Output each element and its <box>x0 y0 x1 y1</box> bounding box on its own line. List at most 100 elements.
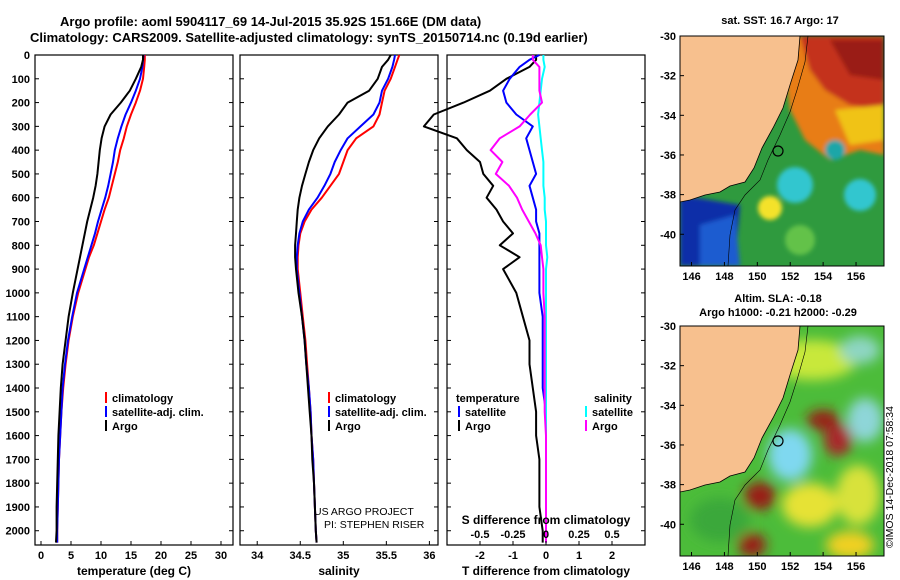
legend-swatch-argo <box>328 420 330 431</box>
sst-hottest-region <box>830 40 884 80</box>
sst-cool-eddy <box>844 179 876 211</box>
legend-swatch-s-argo <box>585 420 587 431</box>
x-tick-label: 34.5 <box>290 550 311 562</box>
depth-tick-label: 0 <box>24 50 30 62</box>
difference-xlabel: T difference from climatology <box>462 564 630 578</box>
lon-tick-label: 156 <box>847 271 865 283</box>
depth-tick-label: 1600 <box>6 431 30 443</box>
depth-tick-label: 400 <box>12 145 30 157</box>
sla-argo-marker <box>772 435 784 447</box>
sla-high-anomaly <box>738 533 766 556</box>
lat-tick-label: -30 <box>660 31 676 43</box>
sst-argo-marker <box>772 145 784 157</box>
legend-label-climatology: climatology <box>335 393 397 405</box>
lon-tick-label: 156 <box>847 561 865 573</box>
s-diff-tick-label: 0.25 <box>568 529 589 541</box>
legend-swatch-argo <box>105 420 107 431</box>
sst-cool-eddy <box>777 167 813 203</box>
x-tick-label: 34 <box>251 550 264 562</box>
legend-label-argo: Argo <box>112 421 138 433</box>
sla-anomaly <box>836 465 880 525</box>
depth-tick-label: 600 <box>12 193 30 205</box>
legend-swatch-climatology <box>105 392 107 403</box>
sst-cool-region <box>700 215 740 266</box>
sst-map <box>680 36 884 266</box>
legend-label-t-satellite: satellite <box>465 407 506 419</box>
lat-tick-label: -32 <box>660 361 676 373</box>
lat-tick-label: -40 <box>660 229 676 241</box>
legend-label-t-argo: Argo <box>465 421 491 433</box>
salinity-legend: climatology satellite-adj. clim. Argo <box>328 392 427 433</box>
lat-tick-label: -38 <box>660 480 676 492</box>
lat-tick-label: -34 <box>660 400 677 412</box>
lat-tick-label: -36 <box>660 440 676 452</box>
lat-tick-label: -38 <box>660 190 676 202</box>
x-tick-label: 10 <box>95 550 107 562</box>
legend-label-satellite: satellite-adj. clim. <box>112 407 204 419</box>
sla-high-anomaly <box>807 410 839 430</box>
profile-lines <box>55 54 549 543</box>
salinity-xlabel: salinity <box>318 564 360 578</box>
depth-tick-label: 1000 <box>6 288 30 300</box>
x-axes: 0 5 10 15 20 25 30 34 34.5 35 35.5 36 -2 -1 0 1 2 -0.5 -0.… <box>38 529 620 562</box>
legend-swatch-satellite <box>105 406 107 417</box>
x-tick-label: 35.5 <box>376 550 397 562</box>
legend-label-argo: Argo <box>335 421 361 433</box>
x-tick-label: -1 <box>508 550 518 562</box>
sst-land <box>680 36 801 203</box>
salinity-panel <box>239 54 439 546</box>
x-tick-label: 5 <box>68 550 74 562</box>
x-tick-label: 25 <box>185 550 197 562</box>
s-diff-tick-label: 0 <box>543 529 549 541</box>
legend-swatch-t-satellite <box>458 406 460 417</box>
project-credit: US ARGO PROJECT <box>314 506 414 518</box>
difference-top-axis-label: S difference from climatology <box>462 513 631 527</box>
depth-tick-label: 700 <box>12 217 30 229</box>
sla-anomaly <box>782 483 838 527</box>
sla-map-axes: 146 148 150 152 154 156 -30 -32 -34 -36 -38 -40 <box>660 321 865 573</box>
legend-swatch-t-argo <box>458 420 460 431</box>
x-tick-label: 2 <box>609 550 615 562</box>
lon-tick-label: 150 <box>748 271 766 283</box>
depth-tick-label: 1100 <box>6 312 30 324</box>
x-tick-label: -2 <box>475 550 485 562</box>
lat-tick-label: -34 <box>660 110 677 122</box>
lon-tick-label: 154 <box>814 561 833 573</box>
legend-label-satellite: satellite-adj. clim. <box>335 407 427 419</box>
lat-tick-label: -36 <box>660 150 676 162</box>
series-line-temperature-argo <box>422 55 544 543</box>
depth-tick-label: 1400 <box>6 383 30 395</box>
depth-tick-label: 200 <box>12 98 30 110</box>
legend-label-s-satellite: satellite <box>592 407 633 419</box>
depth-tick-label: 1200 <box>6 335 30 347</box>
sst-map-title: sat. SST: 16.7 Argo: 17 <box>721 15 839 27</box>
series-line-salinity-climatology <box>489 55 547 543</box>
temperature-legend: climatology satellite-adj. clim. Argo <box>105 392 204 433</box>
depth-axis: 0 100 200 300 400 500 600 700 800 900 1000 1100 1200… <box>6 50 645 538</box>
legend-swatch-climatology <box>328 392 330 403</box>
pi-credit: PI: STEPHEN RISER <box>324 519 425 531</box>
temperature-xlabel: temperature (deg C) <box>77 564 191 578</box>
lon-tick-label: 150 <box>748 561 766 573</box>
depth-tick-label: 1300 <box>6 359 30 371</box>
depth-tick-label: 900 <box>12 264 30 276</box>
sla-map-frame <box>679 325 885 557</box>
series-line-argo <box>294 54 392 543</box>
sst-warm-eddy <box>758 196 782 220</box>
sst-map-frame <box>679 35 885 267</box>
x-tick-label: 0 <box>38 550 44 562</box>
depth-tick-label: 800 <box>12 240 30 252</box>
imos-timestamp: ©IMOS 14-Dec-2018 07:58:34 <box>884 406 896 548</box>
x-tick-label: 1 <box>576 550 582 562</box>
x-tick-label: 20 <box>155 550 167 562</box>
figure-title-line1: Argo profile: aoml 5904117_69 14-Jul-201… <box>60 14 481 29</box>
sla-map <box>680 326 884 556</box>
x-tick-label: 15 <box>125 550 137 562</box>
lon-tick-label: 148 <box>715 561 733 573</box>
sst-isobath <box>727 36 809 266</box>
lon-tick-label: 148 <box>715 271 733 283</box>
sst-eddy <box>785 225 815 255</box>
legend-title-temperature: temperature <box>456 393 520 405</box>
sla-low-anomaly <box>847 398 883 442</box>
x-tick-label: 30 <box>215 550 227 562</box>
